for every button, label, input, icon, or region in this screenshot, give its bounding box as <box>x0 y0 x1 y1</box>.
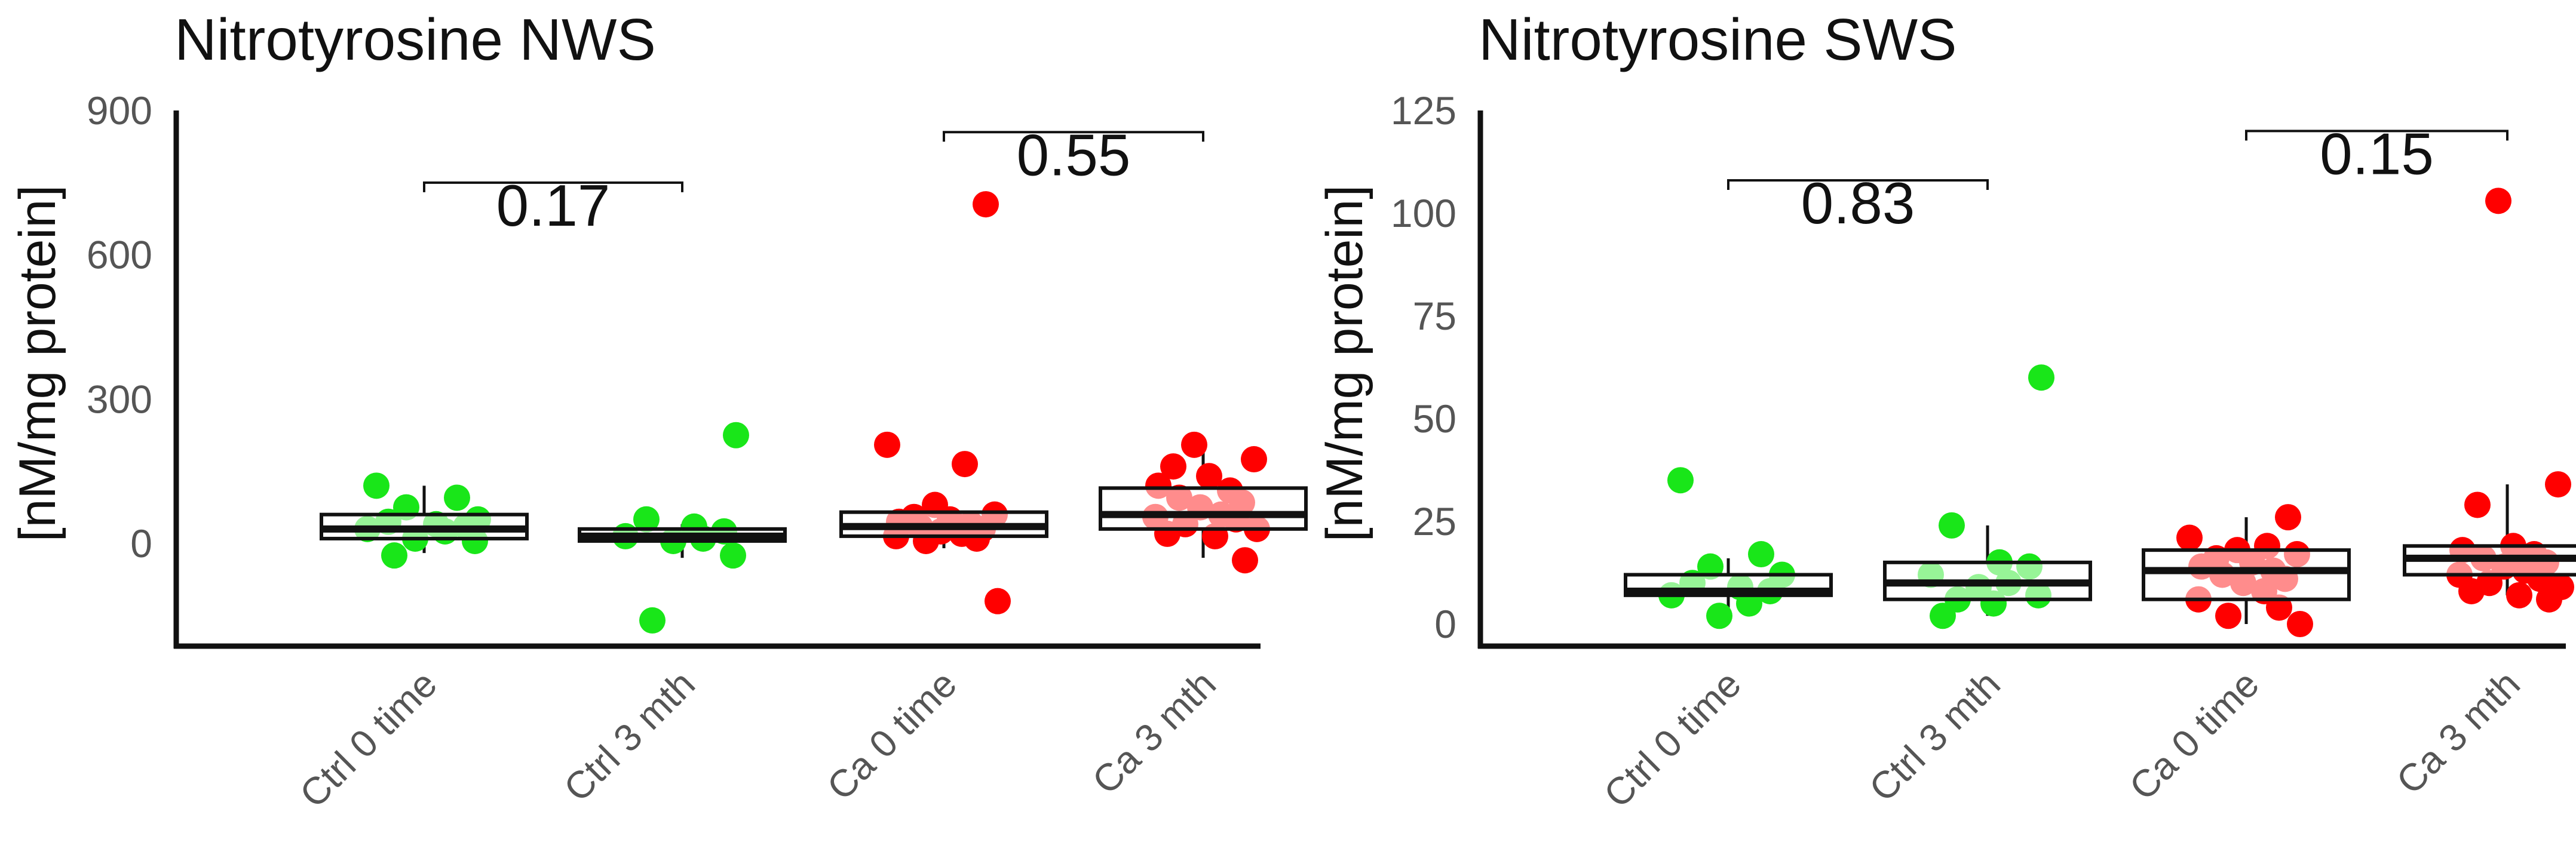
y-tick-label: 300 <box>87 377 152 421</box>
data-point <box>444 484 470 511</box>
y-tick-label: 100 <box>1391 191 1456 235</box>
data-point <box>1706 603 1732 629</box>
comparison-bracket <box>943 131 1204 142</box>
data-point <box>1232 547 1258 574</box>
data-point <box>2028 364 2054 391</box>
data-point <box>1667 467 1694 494</box>
box-group-2 <box>2142 504 2351 637</box>
p-value-label: 0.83 <box>1801 170 1915 236</box>
x-tick-label: Ctrl 0 time <box>1596 662 1749 816</box>
panel-nws: Nitrotyrosine NWS [nM/mg protein] 0 300 600 9… <box>9 7 1308 816</box>
p-value-label: 0.55 <box>1017 122 1131 188</box>
box-group-1 <box>1883 364 2092 629</box>
data-point <box>2215 603 2241 629</box>
iqr-box <box>1099 486 1308 531</box>
y-tick-label: 25 <box>1413 499 1456 543</box>
data-point <box>2275 504 2301 531</box>
data-point <box>639 607 666 634</box>
y-tick-label: 0 <box>130 521 152 566</box>
box-group-0 <box>1624 467 1833 629</box>
p-value-label: 0.15 <box>2320 121 2434 186</box>
x-tick-label: Ctrl 3 mth <box>1861 662 2008 810</box>
data-point <box>2458 577 2485 604</box>
comparison-bracket <box>1727 179 1989 190</box>
y-tick-label: 900 <box>87 88 152 133</box>
data-point <box>2545 471 2571 498</box>
data-point <box>874 431 900 458</box>
data-point <box>2506 582 2532 609</box>
x-tick-label: Ca 0 time <box>2121 662 2267 809</box>
data-point <box>2287 611 2313 637</box>
chart-title: Nitrotyrosine NWS <box>174 7 656 72</box>
data-point <box>1748 541 1774 568</box>
data-point <box>2536 586 2562 613</box>
x-tick-label: Ctrl 3 mth <box>556 662 703 810</box>
y-tick-label: 125 <box>1391 88 1456 133</box>
data-point <box>973 191 999 218</box>
chart-title: Nitrotyrosine SWS <box>1479 7 1957 72</box>
y-tick-label: 600 <box>87 233 152 277</box>
box-group-3 <box>1099 431 1308 574</box>
data-point <box>985 588 1011 614</box>
x-tick-label: Ca 3 mth <box>2388 662 2528 803</box>
box-group-0 <box>320 472 529 569</box>
box-group-2 <box>839 191 1048 614</box>
data-point <box>1181 431 1207 458</box>
box-group-1 <box>578 422 787 634</box>
data-point <box>720 542 746 569</box>
x-tick-label: Ca 0 time <box>818 662 965 809</box>
iqr-box <box>2142 548 2351 601</box>
data-point <box>952 451 978 478</box>
comparison-bracket <box>2245 130 2508 141</box>
data-point <box>2176 524 2203 551</box>
data-point <box>2485 188 2511 214</box>
data-point <box>1160 453 1186 480</box>
data-point <box>723 422 749 448</box>
data-point <box>1939 512 1965 539</box>
x-tick-label: Ctrl 0 time <box>292 662 445 816</box>
y-tick-label: 0 <box>1434 602 1456 646</box>
box-group-3 <box>2403 188 2576 613</box>
data-point <box>2464 491 2491 518</box>
data-point <box>363 472 390 499</box>
data-point <box>381 542 407 569</box>
panel-sws: Nitrotyrosine SWS [nM/mg protein] 0 25 50 75 1… <box>1316 7 2576 816</box>
x-tick-label: Ca 3 mth <box>1084 662 1224 803</box>
y-axis-label: [nM/mg protein] <box>1316 185 1373 542</box>
data-point <box>1196 463 1222 490</box>
y-tick-label: 50 <box>1413 397 1456 441</box>
data-point <box>1241 446 1267 473</box>
y-tick-label: 75 <box>1413 294 1456 338</box>
comparison-bracket <box>423 181 683 192</box>
data-point <box>633 506 660 533</box>
p-value-label: 0.17 <box>496 173 611 238</box>
y-axis-label: [nM/mg protein] <box>9 185 66 542</box>
data-point <box>1930 603 1956 629</box>
